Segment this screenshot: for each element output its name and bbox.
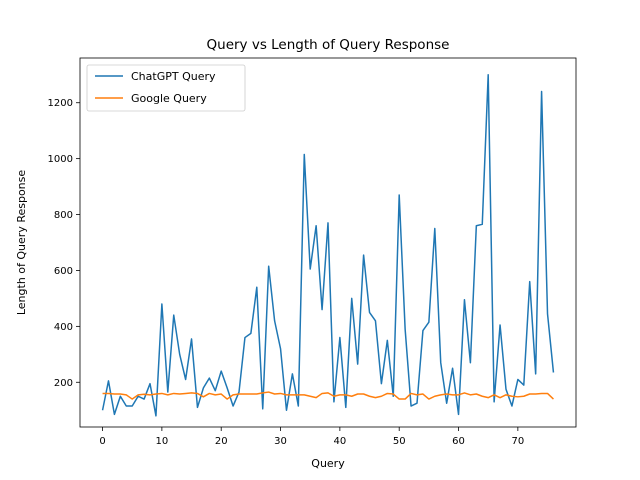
x-axis-label: Query <box>311 457 345 470</box>
y-tick-label: 200 <box>54 378 73 389</box>
y-axis-label: Length of Query Response <box>15 170 28 316</box>
x-tick-label: 30 <box>274 436 287 447</box>
legend-label-google: Google Query <box>131 92 207 105</box>
series-line-1 <box>102 391 554 400</box>
plot-frame <box>79 57 577 428</box>
y-tick-label: 1000 <box>48 154 73 165</box>
x-tick-label: 20 <box>215 436 228 447</box>
series-layer <box>101 74 555 417</box>
y-tick-label: 800 <box>54 210 73 221</box>
series-line-0 <box>101 74 555 417</box>
y-tick-label: 400 <box>54 322 73 333</box>
x-tick-label: 50 <box>393 436 406 447</box>
y-axis: 200 400 600 800 1000 1200 <box>48 98 80 389</box>
chart-title: Query vs Length of Query Response <box>207 37 450 53</box>
x-tick-label: 70 <box>511 436 524 447</box>
y-tick-label: 1200 <box>48 98 73 109</box>
legend-label-chatgpt: ChatGPT Query <box>131 70 216 83</box>
x-axis: 0 10 20 30 40 50 60 70 <box>99 427 524 447</box>
legend-box <box>86 64 246 112</box>
y-tick-label: 600 <box>54 266 73 277</box>
legend: ChatGPT Query Google Query <box>86 64 246 112</box>
x-tick-label: 0 <box>99 436 105 447</box>
x-tick-label: 40 <box>333 436 346 447</box>
x-tick-label: 60 <box>452 436 465 447</box>
x-tick-label: 10 <box>156 436 169 447</box>
